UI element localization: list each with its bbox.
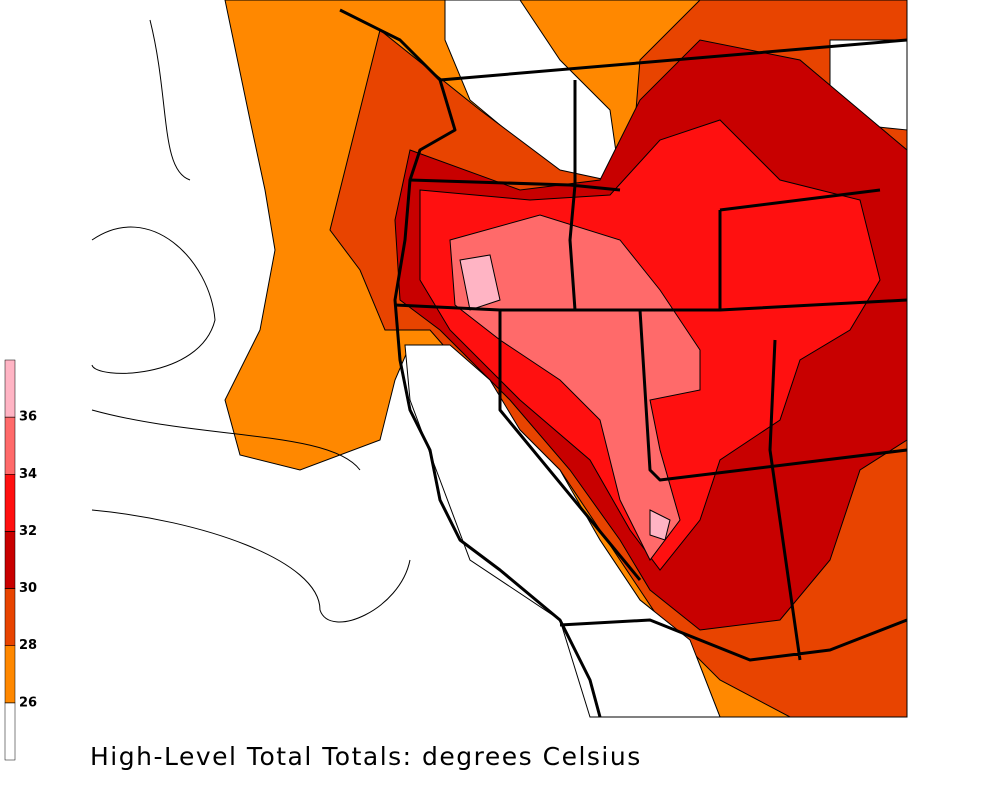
legend-swatch [4, 531, 16, 589]
contour-line [91, 409, 361, 471]
region-36 [459, 254, 671, 541]
legend-swatch [4, 645, 16, 704]
legend: 26 28 30 32 34 36 [4, 359, 37, 761]
legend-tick-label: 32 [19, 524, 37, 539]
contour-line [91, 509, 411, 623]
legend-swatch [4, 702, 16, 761]
legend-swatch [4, 588, 16, 646]
state-borders [394, 38, 908, 662]
coastline [339, 8, 602, 718]
legend-tick-label: 28 [19, 638, 37, 653]
legend-swatch [4, 474, 16, 532]
legend-swatch [4, 359, 16, 418]
legend-tick-label: 30 [19, 581, 37, 596]
legend-tick-label: 26 [19, 695, 37, 710]
contour-line [91, 226, 216, 374]
caption: High-Level Total Totals: degrees Celsius [90, 742, 642, 771]
map [90, 0, 908, 718]
legend-tick-label: 36 [19, 410, 37, 425]
legend-tick-label: 34 [19, 467, 37, 482]
region-34 [449, 214, 701, 561]
contour-line [149, 19, 191, 181]
legend-swatch [4, 416, 16, 475]
